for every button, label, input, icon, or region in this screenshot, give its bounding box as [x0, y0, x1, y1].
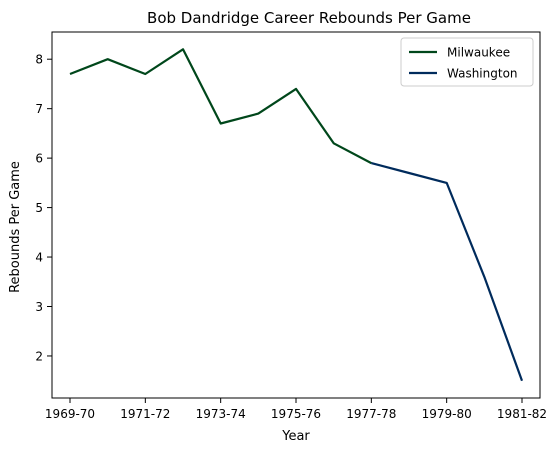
y-tick-label: 6 [35, 152, 43, 166]
series-line-washington [371, 162, 524, 382]
x-tick-label: 1979-80 [422, 407, 472, 421]
y-axis-label: Rebounds Per Game [8, 161, 23, 293]
x-tick-label: 1975-76 [271, 407, 321, 421]
x-tick-label: 1971-72 [120, 407, 170, 421]
y-tick-label: 7 [35, 102, 43, 116]
x-tick-label: 1969-70 [45, 407, 95, 421]
plot-frame [51, 31, 541, 399]
plot-area: 1969-70 1971-72 1973-74 1975-76 1977-78 1979-… [35, 31, 547, 421]
x-tick-label: 1977-78 [346, 407, 396, 421]
x-tick-label: 1973-74 [196, 407, 246, 421]
y-tick-label: 5 [35, 201, 43, 215]
y-tick-label: 4 [35, 251, 43, 265]
chart-title: Bob Dandridge Career Rebounds Per Game [147, 9, 471, 27]
series-line-milwaukee [69, 48, 372, 165]
x-axis-label: Year [281, 429, 310, 444]
y-tick-label: 3 [35, 300, 43, 314]
x-tick-label: 1981-82 [497, 407, 547, 421]
y-tick-label: 2 [35, 349, 43, 363]
legend-label-washington: Washington [447, 67, 518, 81]
y-tick-label: 8 [35, 53, 43, 67]
legend-label-milwaukee: Milwaukee [447, 46, 510, 60]
